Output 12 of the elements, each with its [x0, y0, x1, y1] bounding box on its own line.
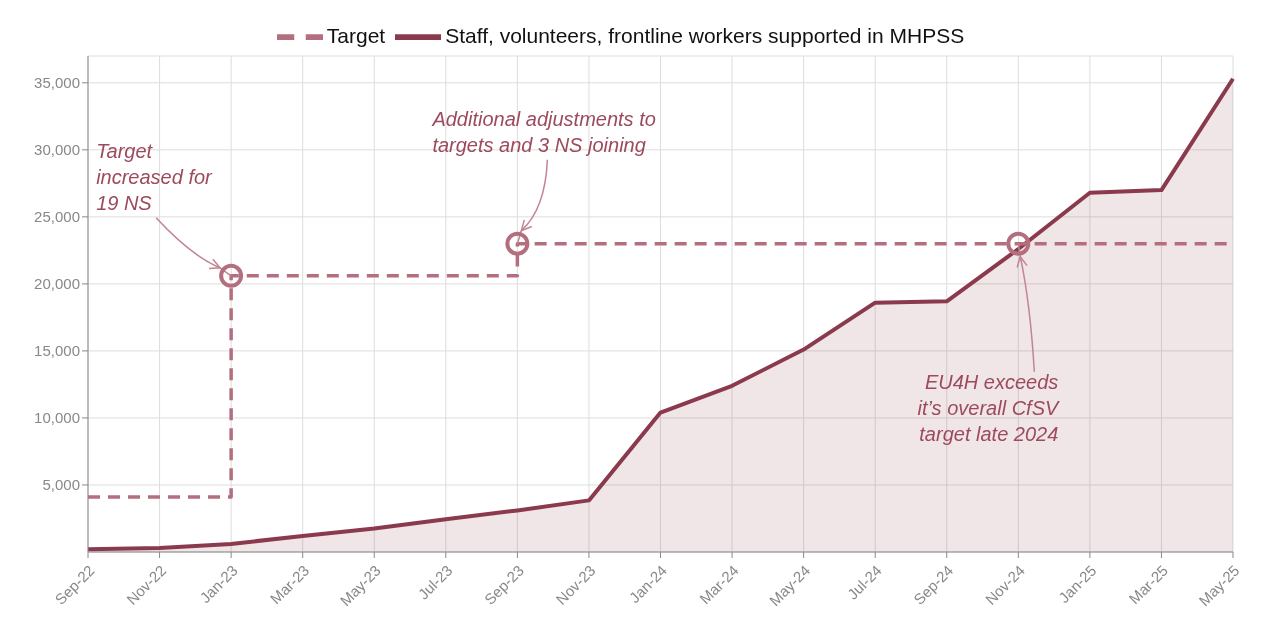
y-tick-label: 5,000 [42, 476, 80, 494]
annotation: Additional adjustments to targets and 3 NS joining [431, 107, 656, 156]
annotation: EU4H exceeds it’s overall CfSV target late 2024 [917, 370, 1060, 445]
y-tick-label: 10,000 [34, 409, 80, 427]
y-tick-label: 35,000 [34, 74, 80, 92]
legend-label: Target [326, 23, 386, 47]
y-tick-label: 25,000 [34, 208, 80, 226]
y-tick-label: 20,000 [34, 275, 80, 293]
legend-label: Staff, volunteers, frontline workers supported in MHPSS [445, 23, 965, 47]
annotation: Target increased for 19 NS [96, 139, 214, 214]
y-tick-label: 30,000 [34, 141, 80, 159]
y-tick-label: 15,000 [34, 342, 80, 360]
